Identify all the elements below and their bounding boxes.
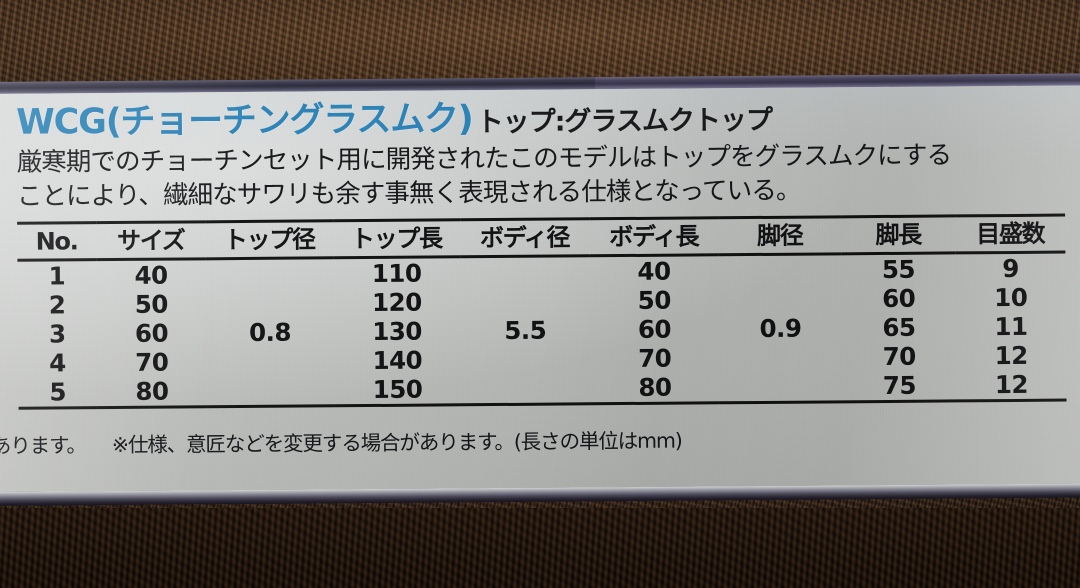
cell-leg-dia: [719, 285, 842, 315]
footer-note-text: ※仕様、意匠などを変更する場合があります。(長さの単位はmm): [111, 428, 682, 458]
column-header-leg-len: 脚長: [841, 216, 956, 255]
spec-table: No. サイズ トップ径 トップ長 ボディ径 ボディ長 脚径 脚長 目盛数 1: [17, 214, 1067, 410]
cell-leg-len: 75: [842, 370, 957, 403]
cell-body-len: 40: [637, 256, 671, 287]
cell-marks: 12: [994, 341, 1028, 371]
product-title: WCG(チョーチングラスムク): [16, 99, 473, 143]
cell-leg-len: 55: [881, 254, 916, 285]
cell-size: 40: [134, 260, 168, 291]
cell-leg-dia: [719, 254, 842, 285]
column-header-leg-dia: 脚径: [718, 217, 842, 256]
cell-marks: 10: [994, 283, 1028, 313]
cell-marks: 11: [994, 312, 1028, 342]
cell-top-dia: 0.8: [248, 317, 292, 348]
cell-top-len: 130: [372, 316, 423, 347]
column-header-top-dia: トップ径: [205, 221, 333, 260]
cell-no: 3: [48, 319, 66, 349]
cell-leg-dia: [719, 371, 843, 404]
cell-body-len: 70: [638, 343, 672, 374]
cell-leg-len: 70: [882, 341, 916, 372]
cell-top-dia: [207, 347, 334, 377]
cell-body-len: 60: [637, 314, 672, 345]
cell-top-dia: [206, 258, 333, 289]
column-header-size: サイズ: [95, 222, 206, 260]
carpet-top-band: [0, 0, 1080, 84]
cell-body-len: 50: [637, 285, 671, 316]
title-row: WCG(チョーチングラスムク) トップ:グラスムクトップ: [16, 98, 1064, 143]
cell-body-dia: [460, 373, 591, 406]
cell-top-dia: [206, 289, 333, 319]
cell-top-len: 120: [371, 287, 422, 318]
cell-size: 70: [135, 347, 169, 378]
cell-marks: 9: [1002, 254, 1019, 284]
footer-note-row: あります。 ※仕様、意匠などを変更する場合があります。(長さの単位はmm): [0, 421, 1067, 459]
cell-body-dia: [461, 345, 590, 375]
cell-top-len: 150: [333, 374, 462, 407]
cell-no: 2: [48, 290, 66, 320]
cell-body-dia: 5.5: [504, 315, 547, 346]
carpet-bottom-band: [0, 508, 1080, 588]
cell-body-len: 80: [590, 372, 720, 405]
column-header-body-len: ボディ長: [589, 218, 719, 257]
cell-top-len: 140: [372, 345, 423, 376]
cell-leg-dia: 0.9: [759, 313, 802, 344]
description-line-2: ことにより、繊細なサワリも余す事無く表現される仕様となっている。: [16, 175, 801, 212]
cell-leg-len: 65: [882, 312, 916, 343]
column-header-marks: 目盛数: [955, 215, 1066, 254]
footer-note-prefix: あります。: [0, 433, 86, 459]
cell-size: 60: [134, 318, 169, 349]
cell-no: 5: [18, 377, 98, 409]
spec-card: WCG(チョーチングラスムク) トップ:グラスムクトップ 厳寒期でのチョーチンセ…: [0, 73, 1080, 506]
cell-size: 80: [96, 376, 208, 408]
product-subtitle: トップ:グラスムクトップ: [476, 104, 773, 139]
cell-size: 50: [134, 289, 168, 320]
cell-no: 4: [49, 348, 66, 378]
cell-marks: 12: [956, 369, 1067, 402]
cell-body-dia: [460, 256, 589, 288]
cell-top-len: 110: [371, 258, 422, 289]
column-header-top-len: トップ長: [332, 220, 461, 259]
cell-leg-dia: [719, 343, 842, 373]
card-content: WCG(チョーチングラスムク) トップ:グラスムクトップ 厳寒期でのチョーチンセ…: [0, 85, 1080, 492]
cell-no: 1: [48, 261, 66, 291]
cell-body-dia: [460, 287, 589, 317]
column-header-no: No.: [17, 222, 97, 261]
column-header-body-dia: ボディ径: [459, 219, 590, 258]
cell-top-dia: [206, 375, 335, 408]
cell-leg-len: 60: [882, 283, 916, 314]
